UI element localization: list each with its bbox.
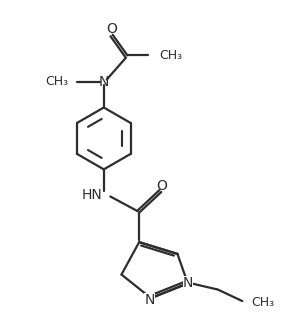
Text: CH₃: CH₃: [159, 49, 182, 62]
Text: CH₃: CH₃: [45, 75, 68, 88]
Text: O: O: [156, 179, 167, 193]
Text: HN: HN: [82, 188, 102, 202]
Text: N: N: [99, 75, 109, 89]
Text: CH₃: CH₃: [251, 296, 274, 309]
Text: O: O: [107, 22, 118, 36]
Text: N: N: [144, 293, 155, 307]
Text: N: N: [183, 276, 193, 290]
